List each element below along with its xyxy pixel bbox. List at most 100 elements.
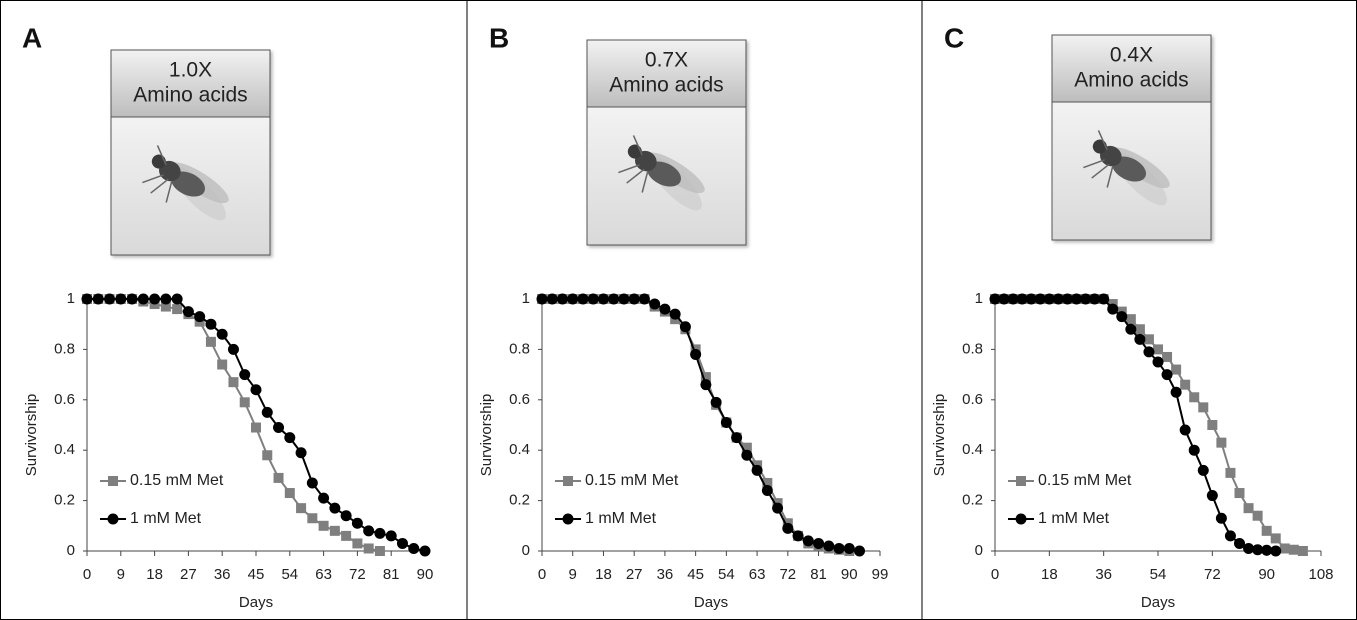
y-axis-label: Survivorship — [478, 394, 495, 477]
data-point — [374, 527, 386, 539]
data-point — [679, 321, 691, 333]
data-point — [262, 450, 273, 461]
fly-leg — [156, 145, 167, 166]
y-tick-label: 0.2 — [962, 492, 983, 509]
data-point — [149, 293, 161, 305]
data-point — [1016, 293, 1028, 305]
y-tick-label: 0.2 — [54, 492, 75, 509]
data-point — [577, 293, 589, 305]
x-tick-label: 54 — [1150, 566, 1167, 583]
fly-leg — [150, 178, 169, 194]
legend-label: 1 mM Met — [585, 510, 657, 527]
data-point — [1143, 334, 1154, 345]
data-point — [690, 348, 702, 360]
data-point — [329, 502, 341, 514]
inset-label: 1.0X — [169, 59, 212, 82]
legend-label: 0.15 mM Met — [585, 472, 679, 489]
data-point — [587, 293, 599, 305]
x-tick-label: 72 — [779, 566, 796, 583]
data-point — [1261, 525, 1272, 536]
data-point — [669, 308, 681, 320]
data-point — [1025, 293, 1037, 305]
data-point — [1270, 545, 1282, 557]
fly-thorax — [634, 150, 657, 172]
y-tick-label: 0.8 — [962, 340, 983, 357]
fly-leg — [165, 180, 173, 203]
data-point — [823, 540, 835, 552]
fly-leg — [1083, 159, 1105, 169]
data-point — [374, 546, 385, 556]
data-point — [813, 537, 825, 549]
data-point — [1279, 543, 1290, 554]
x-tick-label: 90 — [841, 566, 858, 583]
data-point — [251, 422, 261, 433]
inset-header — [110, 49, 271, 118]
inset-label: 0.4X — [1110, 44, 1153, 67]
data-point — [227, 343, 239, 355]
data-point — [854, 545, 866, 557]
data-point — [228, 377, 239, 388]
data-point — [306, 477, 318, 489]
x-tick-label: 27 — [180, 566, 197, 583]
data-point — [363, 543, 374, 554]
data-point — [536, 293, 548, 305]
fly-leg — [618, 164, 640, 174]
data-point — [408, 542, 420, 554]
data-point — [1243, 542, 1255, 554]
data-point — [318, 520, 329, 531]
y-tick-label: 1 — [522, 290, 530, 307]
x-tick-label: 36 — [657, 566, 674, 583]
data-point — [171, 293, 183, 305]
data-point — [1089, 293, 1101, 305]
data-point — [396, 537, 408, 549]
legend-marker — [563, 476, 573, 486]
data-point — [741, 442, 752, 453]
data-point — [989, 293, 1001, 305]
x-tick-label: 63 — [315, 566, 332, 583]
legend-marker — [1016, 476, 1026, 486]
data-point — [1243, 503, 1254, 514]
data-point — [1288, 544, 1299, 555]
data-point — [172, 304, 183, 315]
data-point — [296, 503, 307, 514]
data-point — [137, 293, 149, 305]
x-tick-label: 81 — [810, 566, 827, 583]
fly-icon — [142, 145, 229, 221]
data-point — [126, 293, 138, 305]
data-point — [329, 525, 340, 536]
legend-marker — [562, 513, 574, 525]
x-tick-label: 27 — [626, 566, 643, 583]
data-point — [307, 513, 318, 524]
data-point — [385, 530, 397, 542]
x-tick-label: 36 — [1095, 566, 1112, 583]
data-point — [1252, 510, 1263, 521]
fly-leg — [632, 135, 643, 156]
data-point — [1170, 386, 1182, 398]
x-tick-label: 18 — [1041, 566, 1058, 583]
legend-label: 0.15 mM Met — [130, 472, 224, 489]
data-point — [341, 530, 352, 541]
data-point — [1215, 512, 1227, 524]
data-point — [638, 293, 650, 305]
data-point — [782, 522, 794, 534]
data-point — [700, 372, 711, 383]
data-point — [741, 449, 753, 461]
data-point — [998, 293, 1010, 305]
y-tick-label: 0.6 — [54, 391, 75, 408]
x-axis-label: Days — [239, 594, 273, 611]
data-point — [556, 293, 568, 305]
y-axis-label: Survivorship — [23, 394, 40, 477]
fly-leg — [1106, 165, 1114, 188]
x-tick-label: 54 — [281, 566, 298, 583]
y-tick-label: 0.6 — [509, 391, 530, 408]
y-tick-label: 0.4 — [509, 441, 530, 458]
y-tick-label: 0.4 — [962, 441, 983, 458]
data-point — [1234, 537, 1245, 549]
fly-abdomen — [171, 171, 206, 197]
panel-label: B — [489, 22, 509, 53]
x-axis-label: Days — [694, 594, 728, 611]
legend-label: 1 mM Met — [1038, 510, 1110, 527]
y-tick-label: 1 — [67, 290, 75, 307]
